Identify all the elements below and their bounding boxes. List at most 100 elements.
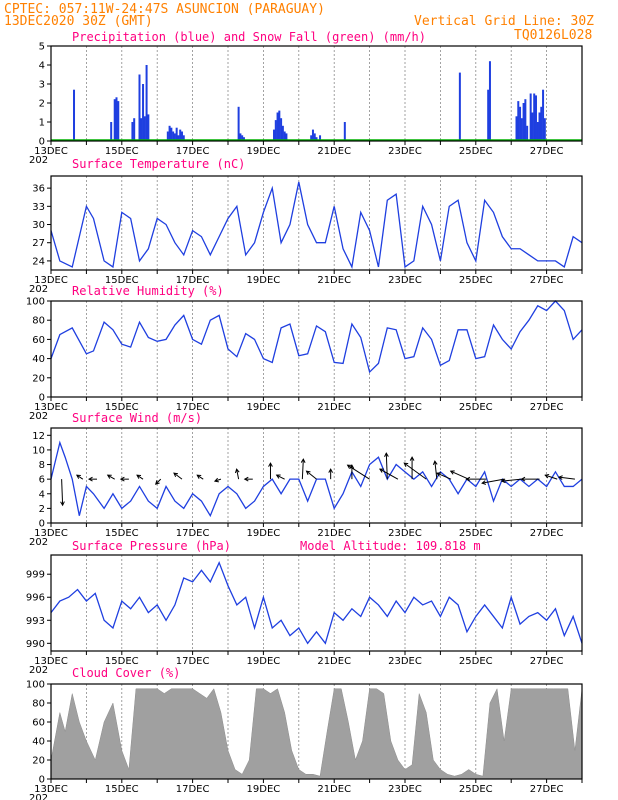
x-tick-label: 25DEC (459, 656, 493, 667)
x-tick-label: 21DEC (317, 275, 351, 286)
y-tick-label: 8 (39, 460, 45, 471)
x-tick-label: 17DEC (176, 146, 210, 157)
precip-bar (237, 106, 240, 141)
wind-arrow (558, 476, 575, 480)
x-tick-label: 15DEC (105, 275, 139, 286)
x-tick-label: 23DEC (388, 784, 422, 795)
x-tick-label: 17DEC (176, 402, 210, 413)
x-tick-label: 13DEC (34, 528, 68, 539)
precip-bar (281, 125, 284, 141)
y-tick-label: 6 (39, 475, 45, 486)
precip-bar (515, 116, 518, 141)
x-tick-label: 17DEC (176, 275, 210, 286)
y-tick-label: 10 (32, 445, 45, 456)
wind-arrow-head (481, 480, 487, 485)
panel-frame (50, 175, 583, 271)
precip-bar (143, 116, 146, 141)
x-tick-label: 23DEC (388, 656, 422, 667)
precip-bar (241, 135, 244, 141)
precip-bar (172, 131, 175, 141)
y-tick-label: 3 (39, 80, 45, 91)
y-tick-label: 30 (32, 220, 45, 231)
x-tick-label: 25DEC (459, 402, 493, 413)
wind-arrow-head (379, 468, 384, 473)
year-stub: 202 (29, 793, 48, 800)
y-tick-label: 60 (32, 335, 45, 346)
wind-arrow-head (409, 456, 415, 461)
x-tick-label: 19DEC (247, 146, 281, 157)
y-tick-label: 0 (39, 393, 45, 404)
wind-arrow (107, 474, 115, 480)
wind-arrow-head (557, 475, 563, 480)
x-tick-label: 25DEC (459, 784, 493, 795)
x-tick-label: 21DEC (317, 146, 351, 157)
x-tick-label: 13DEC (34, 784, 68, 795)
wind-arrow-head (346, 464, 352, 469)
wind-arrow-head (465, 476, 471, 482)
panel-frame (50, 683, 583, 780)
wind-arrow-head (60, 501, 65, 507)
wind-arrow (61, 479, 64, 506)
wind-arrow-head (75, 474, 81, 479)
panel-subtitle: Model Altitude: 109.818 m (300, 539, 481, 553)
precip-bar (529, 93, 532, 141)
wind-arrow-head (520, 476, 526, 482)
wind-arrow-head (155, 480, 160, 485)
x-tick-label: 25DEC (459, 528, 493, 539)
y-tick-label: 5 (39, 42, 45, 53)
x-tick-label: 27DEC (530, 275, 564, 286)
precip-bar (145, 65, 148, 141)
wind-arrow (155, 478, 162, 485)
precip-bar (531, 112, 534, 141)
precip-bar (538, 112, 541, 141)
panel-title: Surface Wind (m/s) (72, 411, 202, 425)
x-tick-label: 15DEC (105, 402, 139, 413)
wind-arrow (545, 474, 558, 480)
year-stub: 202 (29, 284, 48, 295)
y-tick-label: 0 (39, 137, 45, 148)
precip-bar (522, 103, 525, 141)
precip-bar (276, 112, 279, 141)
precip-bar (488, 61, 491, 142)
wind-arrow-head (234, 468, 240, 474)
precip-bar (313, 133, 316, 141)
x-tick-label: 15DEC (105, 146, 139, 157)
panel-frame (50, 300, 583, 398)
precip-bar (177, 135, 180, 141)
wind-arrow (306, 470, 317, 480)
x-tick-label: 17DEC (176, 784, 210, 795)
year-stub: 202 (29, 155, 48, 166)
precip-bar (170, 127, 173, 141)
precip-bar (117, 101, 120, 141)
precip-bar (315, 137, 318, 141)
y-tick-label: 990 (26, 639, 45, 650)
wind-arrow-head (243, 476, 249, 482)
precip-bar (283, 131, 286, 141)
y-tick-label: 1 (39, 118, 45, 129)
wind-arrow (276, 474, 285, 480)
precip-bar (519, 106, 522, 141)
y-tick-label: 993 (26, 616, 45, 627)
panel-title: Surface Pressure (hPa) (72, 539, 231, 553)
year-stub: 202 (29, 665, 48, 676)
year-stub: 202 (29, 537, 48, 548)
wind-arrow (196, 474, 204, 480)
precip-bar (166, 131, 169, 141)
header-run: 13DEC2020 30Z (GMT) (4, 14, 153, 29)
precip-bar (133, 118, 136, 141)
y-tick-label: 27 (32, 238, 45, 249)
precip-bar (173, 133, 176, 141)
wind-arrow-head (136, 474, 142, 479)
wind-arrow (214, 478, 222, 482)
panel-pres: 990 993 996 999 13DEC 15DEC 17DEC 19DEC 21DEC 23D… (26, 539, 583, 676)
precip-bar (239, 133, 242, 141)
precip-bar (543, 118, 546, 141)
y-tick-label: 60 (32, 718, 45, 729)
wind-arrow (136, 474, 144, 480)
precip-bar (182, 135, 185, 141)
wind-arrow (385, 453, 388, 480)
wind-arrow (482, 478, 505, 484)
y-tick-label: 100 (26, 680, 45, 691)
y-tick-label: 100 (26, 297, 45, 308)
wind-arrow (76, 474, 84, 480)
